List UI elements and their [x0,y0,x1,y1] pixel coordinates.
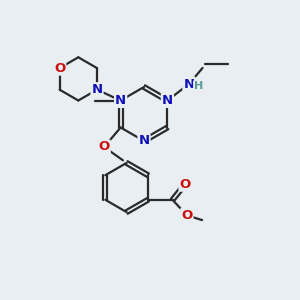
Text: O: O [181,209,193,222]
Text: O: O [179,178,191,191]
Text: N: N [92,83,103,96]
Text: N: N [115,94,126,107]
Text: N: N [138,134,150,148]
Text: H: H [194,81,203,92]
Text: N: N [183,77,194,91]
Text: O: O [98,140,110,154]
Text: O: O [54,61,65,75]
Text: N: N [162,94,173,107]
